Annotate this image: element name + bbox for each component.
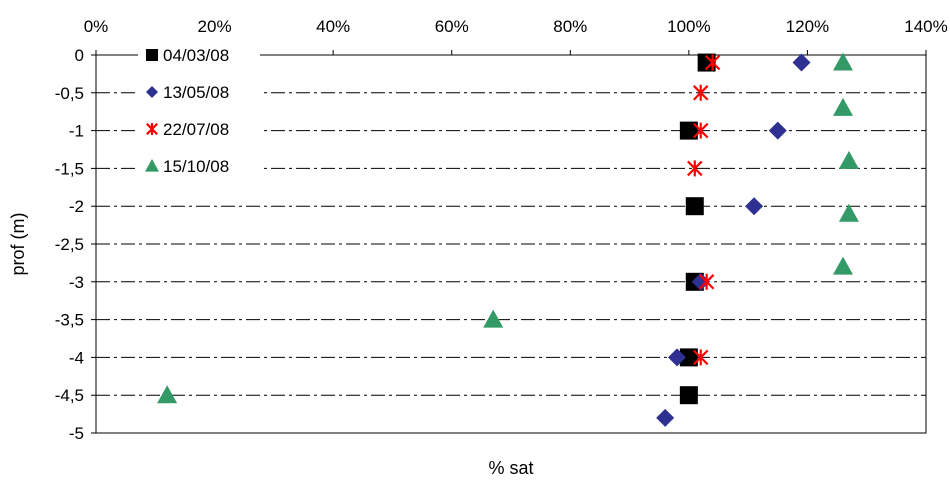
legend-label: 22/07/08	[163, 120, 229, 139]
y-tick-label: -3	[69, 273, 84, 292]
data-point-triangle	[483, 309, 504, 328]
x-axis-label: % sat	[488, 458, 533, 478]
data-point-diamond	[745, 197, 764, 216]
y-axis-ticks: 0 -0,5 -1 -1,5 -2 -2,5 -3 -3,5 -4 -4,5 -5	[55, 46, 96, 443]
data-point-asterisk	[692, 349, 709, 366]
data-point-triangle	[833, 256, 853, 275]
data-point-triangle	[838, 150, 859, 169]
data-point-triangle	[833, 52, 853, 71]
x-tick-label: 20%	[198, 17, 232, 36]
legend: 04/03/08 13/05/08 22/07/08 15/10/08	[138, 42, 260, 176]
data-point-asterisk	[698, 273, 715, 290]
legend-label: 04/03/08	[163, 46, 229, 65]
data-point-diamond	[792, 53, 811, 72]
y-tick-label: -1,5	[55, 159, 84, 178]
x-axis-ticks: 0% 20% 40% 60% 80% 100% 120% 140%	[84, 17, 948, 55]
data-point-triangle	[157, 385, 178, 404]
data-point-asterisk	[704, 54, 721, 71]
data-point-square	[679, 348, 698, 367]
legend-label: 15/10/08	[163, 157, 229, 176]
data-point-triangle	[833, 97, 853, 116]
data-markers	[157, 52, 859, 427]
data-point-square	[679, 121, 698, 140]
x-tick-label: 60%	[435, 17, 469, 36]
x-tick-label: 0%	[84, 17, 109, 36]
legend-marker-diamond	[146, 86, 158, 98]
y-tick-label: -3,5	[55, 311, 84, 330]
x-tick-label: 140%	[904, 17, 947, 36]
data-point-diamond	[768, 121, 787, 140]
legend-marker-square	[146, 49, 158, 61]
data-point-square	[685, 197, 704, 216]
data-point-asterisk	[692, 84, 709, 101]
data-point-square	[697, 53, 716, 72]
data-point-diamond	[691, 272, 710, 291]
y-tick-label: -4,5	[55, 386, 84, 405]
data-point-asterisk	[687, 160, 703, 177]
data-point-asterisk	[692, 122, 709, 139]
y-tick-label: -5	[69, 424, 84, 443]
data-point-diamond	[668, 348, 686, 367]
y-tick-label: -4	[69, 348, 84, 367]
x-tick-label: 40%	[316, 17, 350, 36]
x-tick-label: 100%	[667, 17, 710, 36]
legend-marker-triangle	[145, 159, 159, 172]
data-point-square	[679, 386, 698, 405]
legend-background	[138, 42, 260, 172]
y-axis-label: prof (m)	[8, 213, 28, 276]
legend-marker-asterisk	[146, 123, 158, 135]
legend-label: 13/05/08	[163, 83, 229, 102]
x-tick-label: 120%	[786, 17, 829, 36]
y-tick-label: -2,5	[55, 235, 84, 254]
y-tick-label: -1	[69, 122, 84, 141]
data-point-diamond	[656, 408, 675, 427]
x-tick-label: 80%	[553, 17, 587, 36]
y-tick-label: -0,5	[55, 84, 84, 103]
y-tick-label: 0	[75, 46, 84, 65]
data-point-triangle	[838, 203, 859, 222]
y-tick-label: -2	[69, 197, 84, 216]
